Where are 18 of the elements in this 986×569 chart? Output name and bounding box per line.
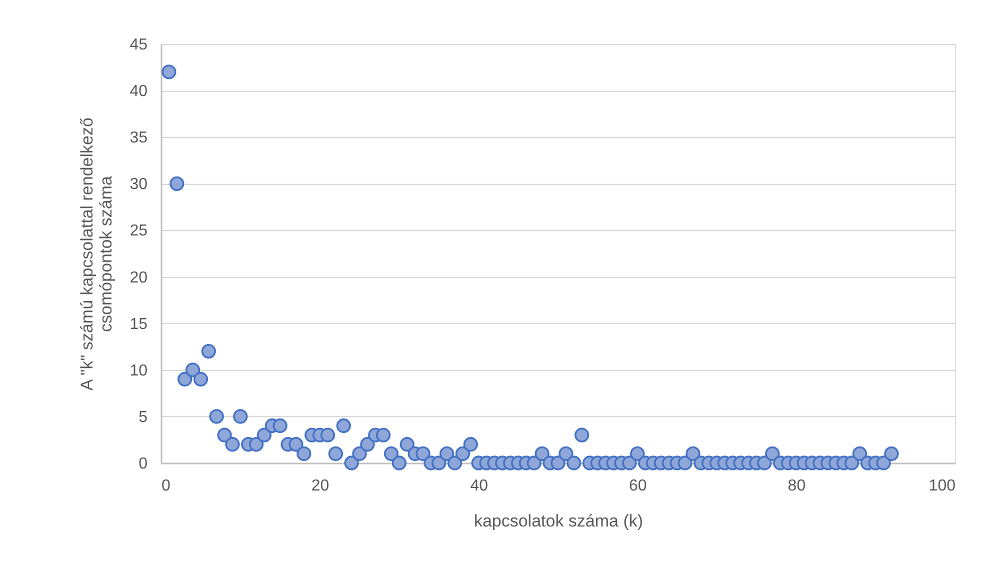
y-tick-label: 0 xyxy=(138,456,148,472)
x-tick-label: 0 xyxy=(162,478,170,494)
x-tick-label: 100 xyxy=(928,478,956,494)
y-tick-label: 20 xyxy=(130,269,148,286)
y-tick-label: 30 xyxy=(130,176,148,194)
y-tick-label: 15 xyxy=(130,316,148,333)
y-tick-label: 25 xyxy=(130,222,148,240)
y-tick-label: 35 xyxy=(130,130,148,147)
x-tick-label: 60 xyxy=(629,478,647,494)
x-tick-label: 20 xyxy=(311,478,330,494)
y-tick-label: 10 xyxy=(130,362,148,380)
y-tick-label: 40 xyxy=(130,83,148,100)
y-tick-label: 45 xyxy=(130,36,148,54)
x-tick-label: 40 xyxy=(470,478,488,494)
y-axis-title: A "k" számú kapcsolattal rendelkező csomópontok száma xyxy=(78,118,116,390)
x-axis-title: kapcsolatok száma (k) xyxy=(474,512,644,530)
y-tick-label: 5 xyxy=(138,408,148,426)
x-tick-label: 80 xyxy=(788,478,806,494)
